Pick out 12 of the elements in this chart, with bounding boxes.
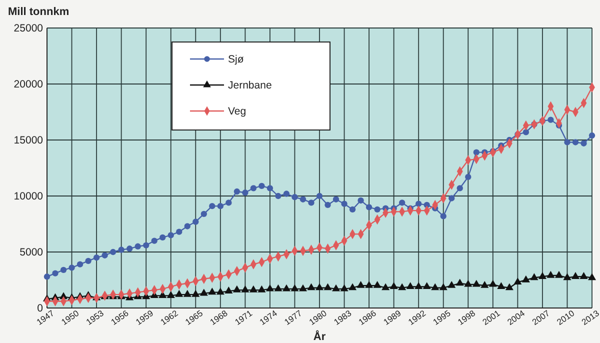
y-tick-label: 20000 bbox=[14, 78, 44, 91]
x-axis-title: År bbox=[313, 330, 326, 343]
legend-label: Jernbane bbox=[228, 80, 272, 92]
x-tick-label: 1971 bbox=[232, 308, 254, 328]
y-tick-label: 15000 bbox=[14, 134, 44, 147]
y-tick-label: 5000 bbox=[20, 246, 44, 259]
legend-label: Veg bbox=[228, 106, 246, 118]
y-tick-label: 10000 bbox=[14, 190, 44, 203]
y-tick-label: 25000 bbox=[14, 22, 44, 35]
y-tick-label: 0 bbox=[37, 302, 44, 315]
y-axis-title: Mill tonnkm bbox=[8, 6, 70, 18]
legend-label: Sjø bbox=[228, 54, 244, 66]
